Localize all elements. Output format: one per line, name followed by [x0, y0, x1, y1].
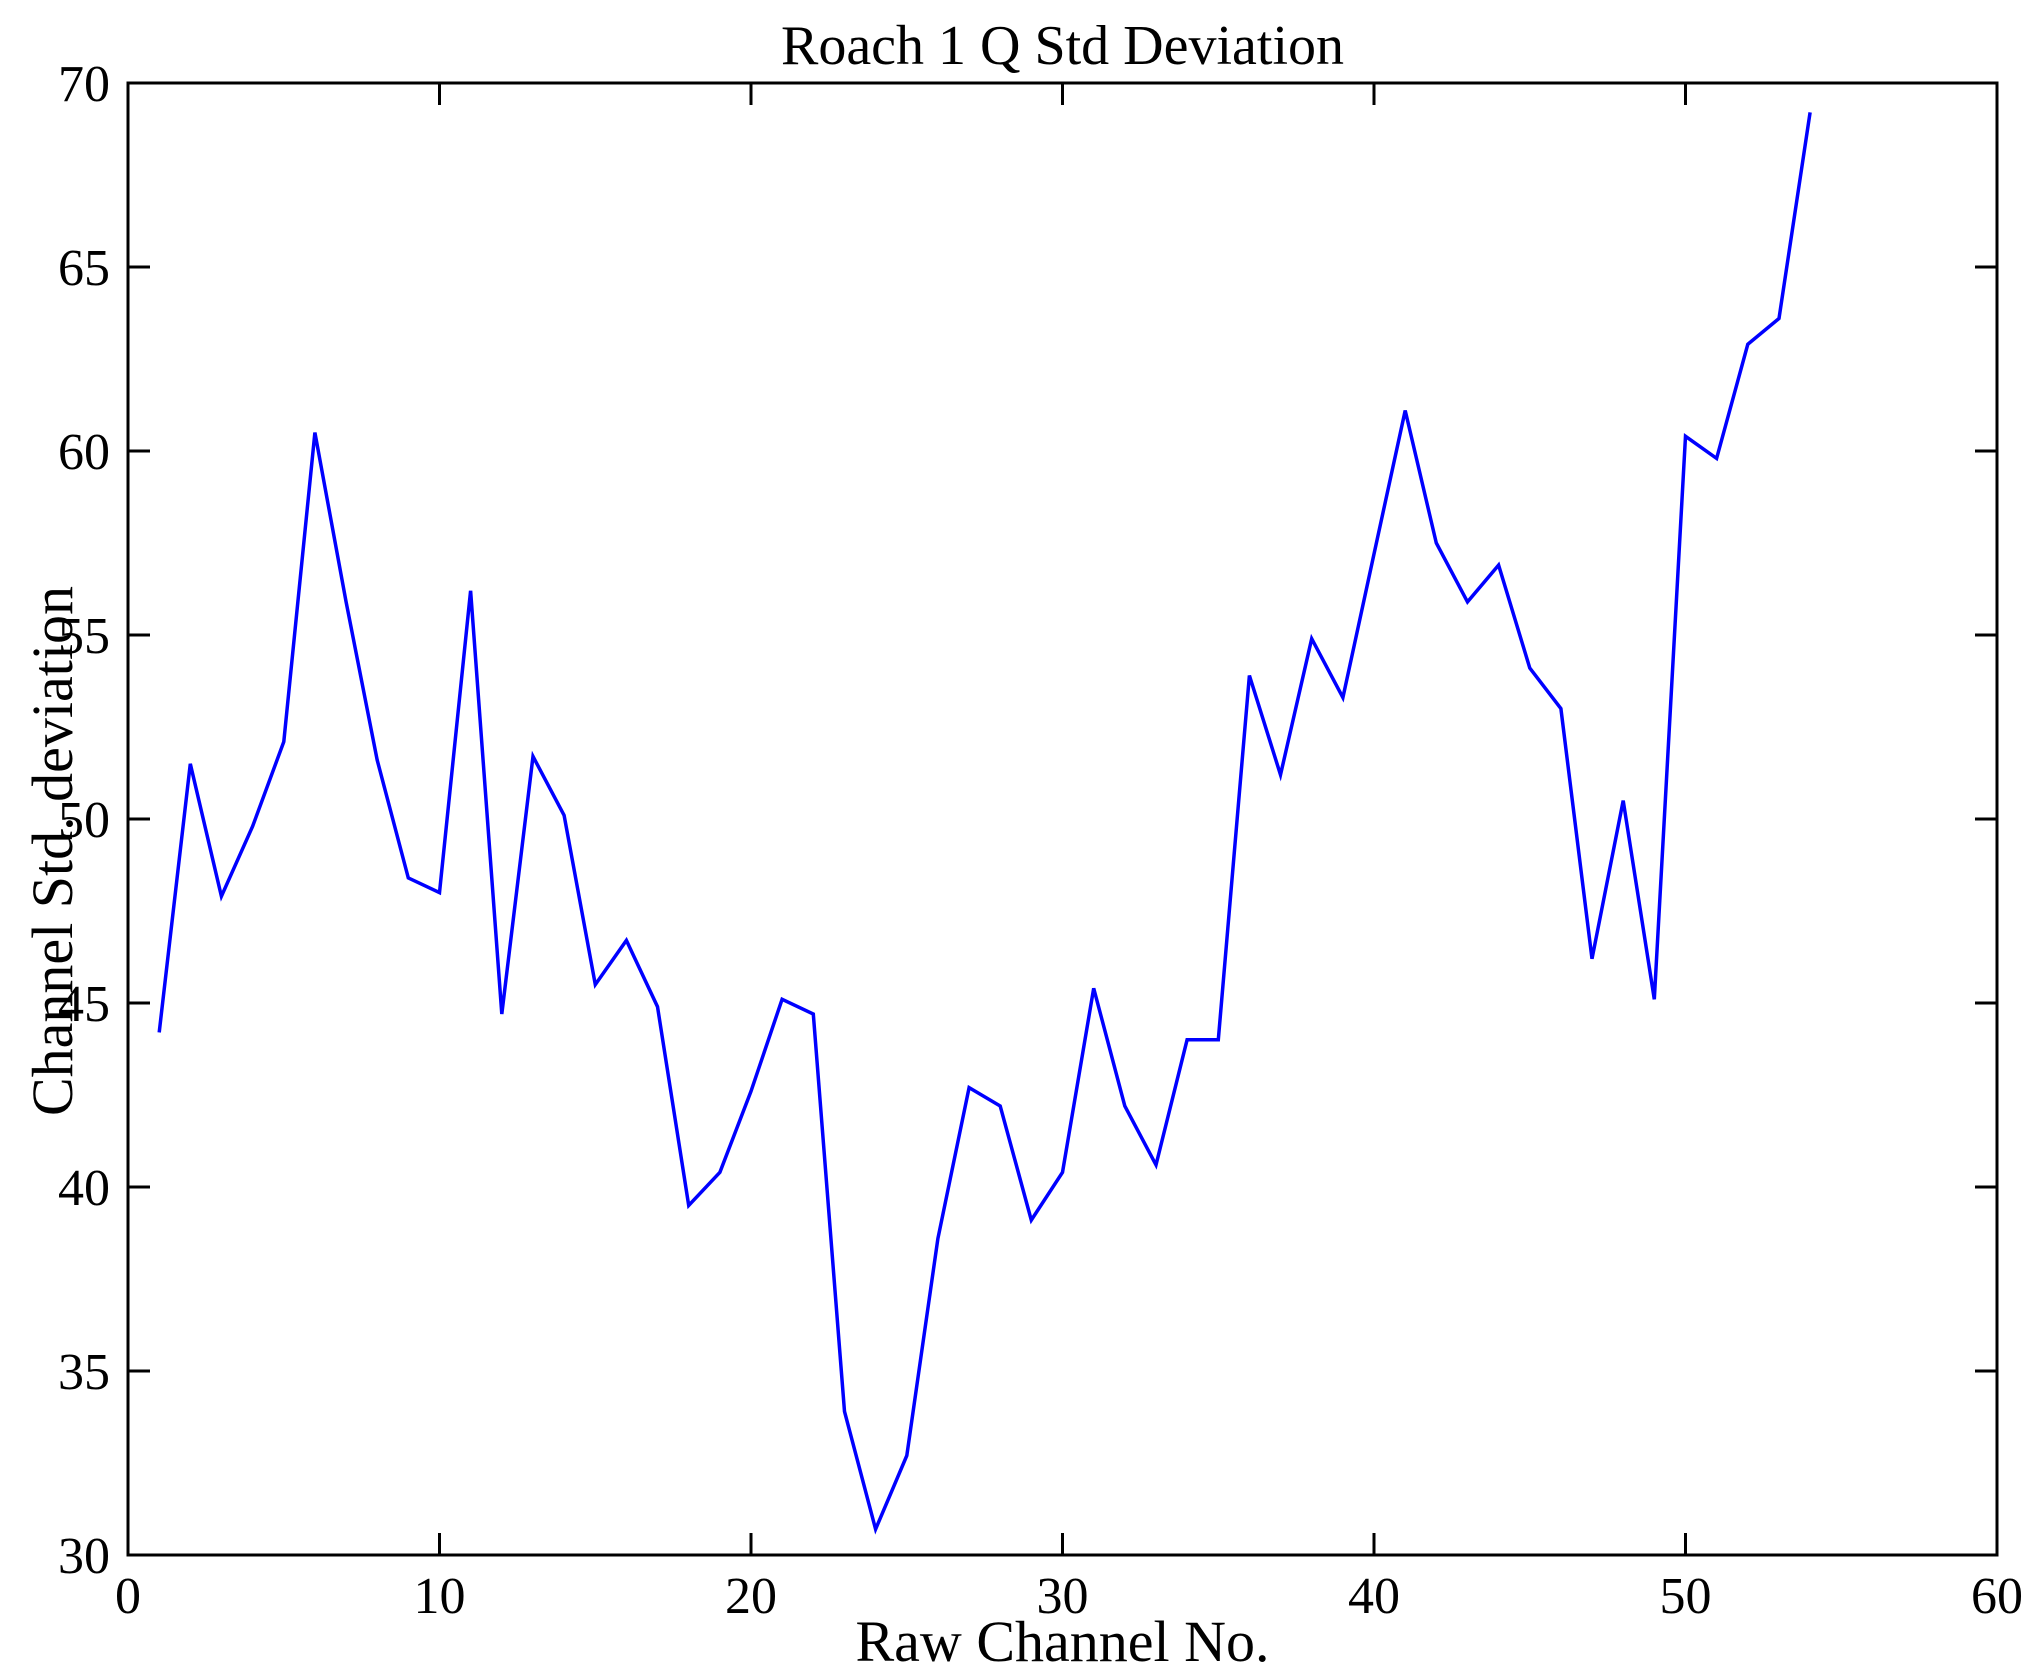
y-axis-tick-label: 35	[58, 1344, 110, 1401]
x-axis-tick-label: 0	[115, 1568, 141, 1625]
x-axis-tick-label: 30	[1037, 1568, 1089, 1625]
x-axis-tick-label: 10	[414, 1568, 466, 1625]
x-axis-label: Raw Channel No.	[855, 1609, 1270, 1671]
y-axis-tick-label: 65	[58, 240, 110, 297]
chart-title: Roach 1 Q Std Deviation	[780, 15, 1345, 77]
y-axis-tick-label: 60	[58, 424, 110, 481]
y-axis-tick-label: 50	[58, 792, 110, 849]
y-axis-tick-label: 45	[58, 976, 110, 1033]
y-axis-tick-label: 30	[58, 1528, 110, 1585]
y-axis-tick-label: 70	[58, 56, 110, 113]
plot-area-border	[126, 81, 1999, 1557]
y-axis-tick-label: 55	[58, 608, 110, 665]
y-axis-label: Channel Std. deviation	[20, 586, 85, 1116]
x-axis-tick-label: 20	[725, 1568, 777, 1625]
x-axis-tick-label: 40	[1348, 1568, 1400, 1625]
y-axis-tick-label: 40	[58, 1160, 110, 1217]
x-axis-tick-label: 60	[1971, 1568, 2023, 1625]
data-line	[157, 112, 1812, 1535]
x-axis-tick-label: 50	[1660, 1568, 1712, 1625]
